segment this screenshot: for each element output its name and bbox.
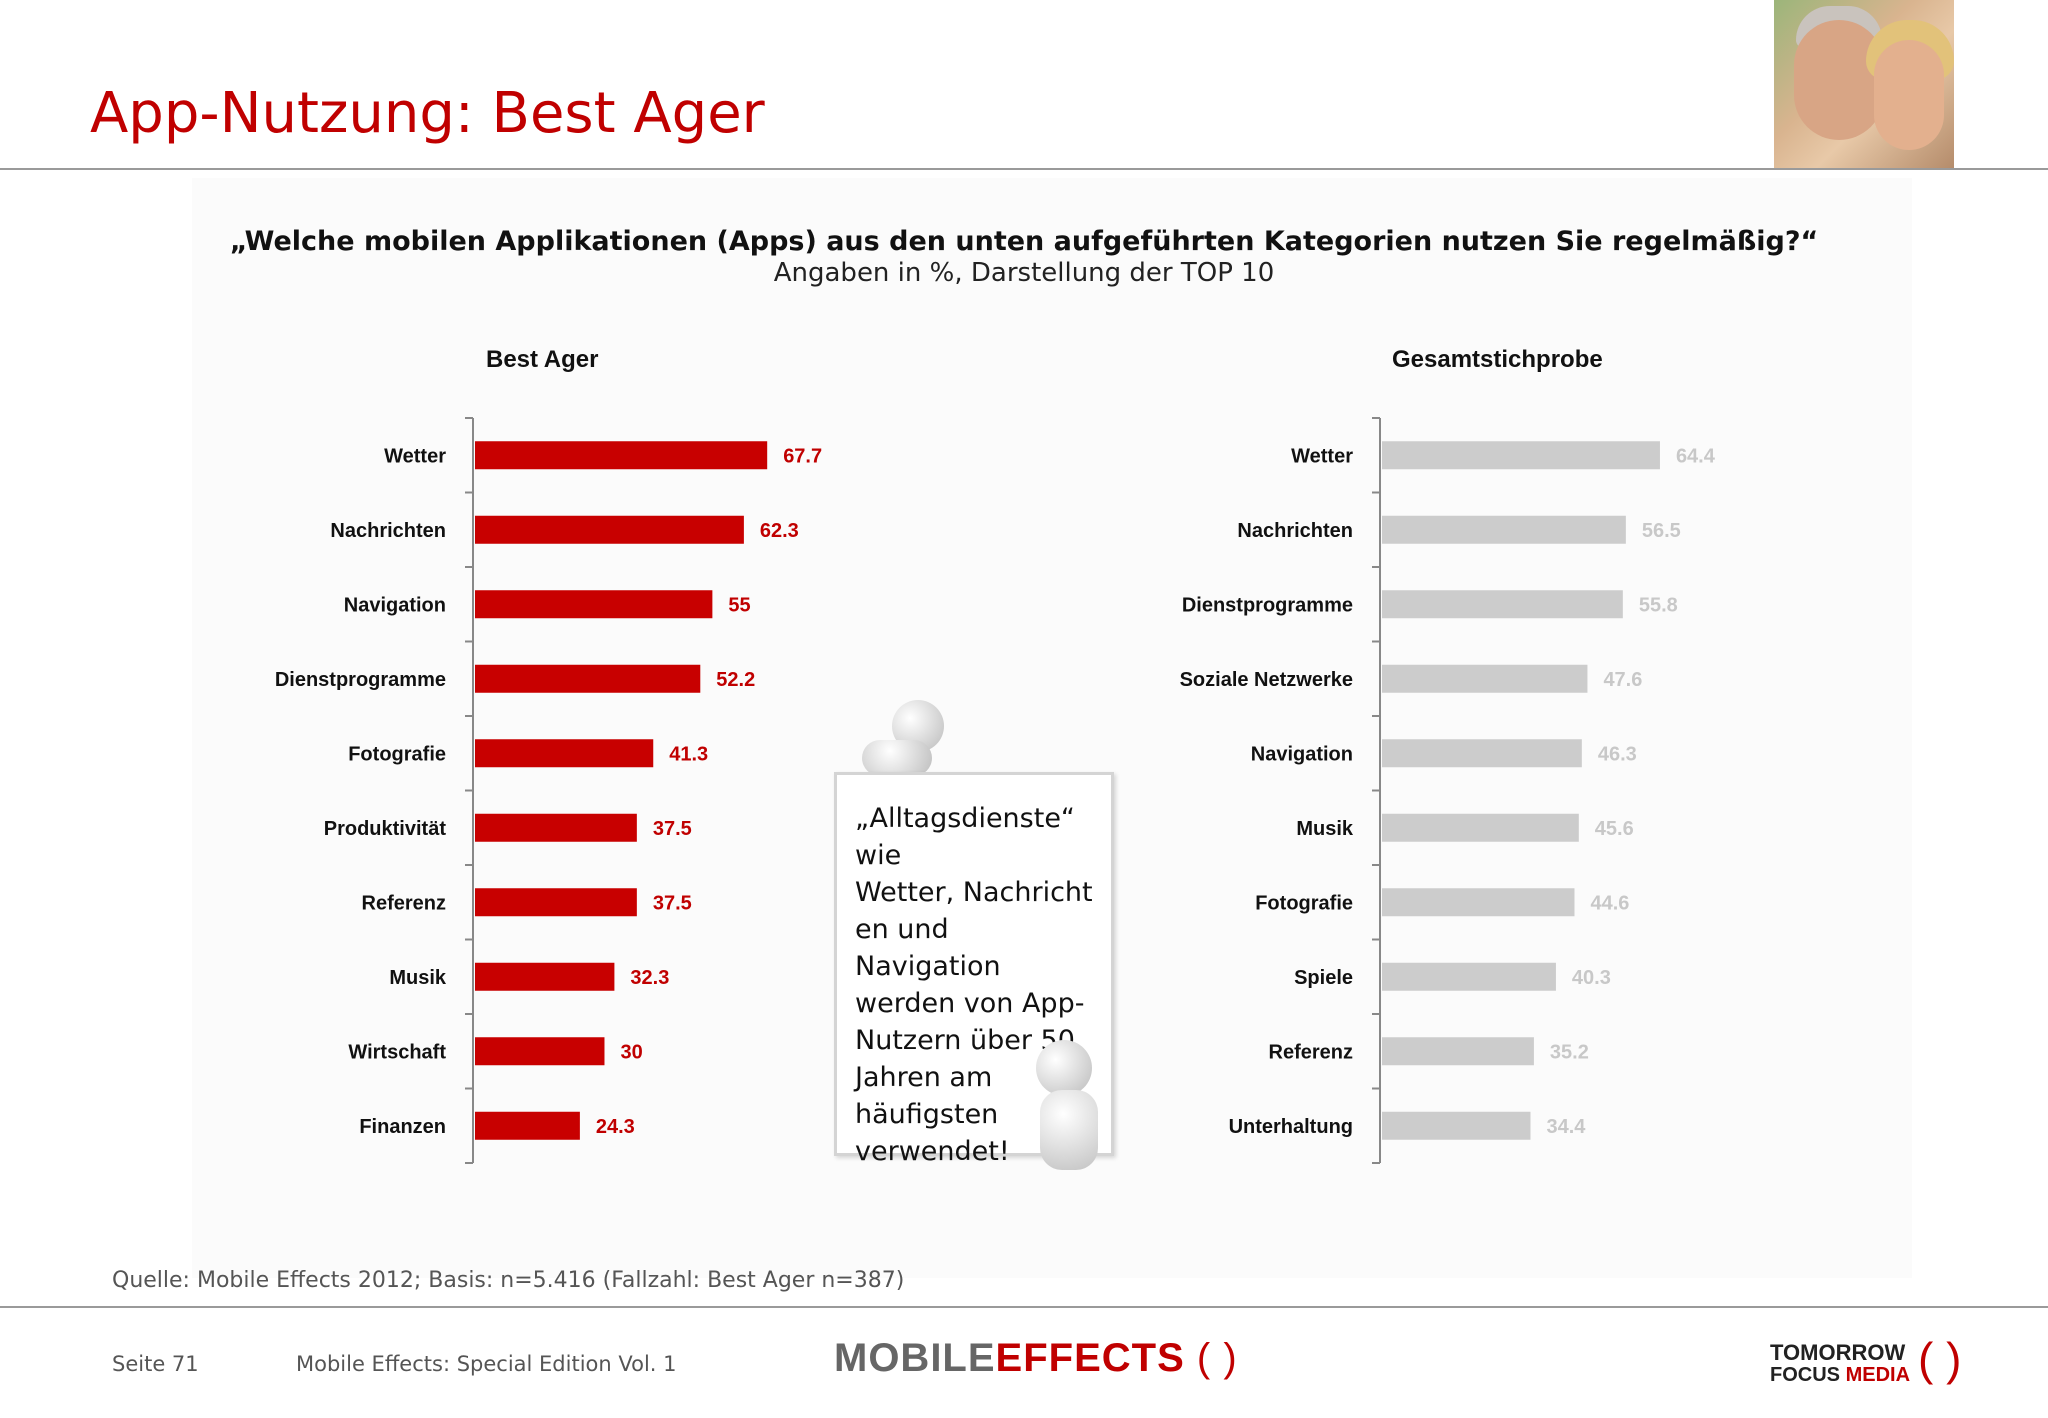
- category-label-best-ager: Fotografie: [348, 743, 446, 765]
- bar-best-ager: [475, 1037, 605, 1066]
- value-label-best-ager: 41.3: [669, 743, 708, 765]
- bar-total: [1382, 664, 1588, 693]
- category-label-total: Unterhaltung: [1229, 1116, 1353, 1138]
- bar-total: [1382, 515, 1626, 544]
- figure2-body-icon: [1040, 1090, 1098, 1170]
- category-label-total: Nachrichten: [1237, 520, 1353, 542]
- category-label-total: Soziale Netzwerke: [1180, 669, 1353, 691]
- survey-question: „Welche mobilen Applikationen (Apps) aus…: [229, 226, 1819, 257]
- category-label-best-ager: Produktivität: [324, 818, 447, 840]
- header-divider: [0, 168, 2048, 170]
- figure-body-icon: [862, 740, 932, 776]
- value-label-best-ager: 32.3: [630, 967, 669, 989]
- chart-title-total-sample: Gesamtstichprobe: [1392, 346, 1603, 373]
- logo-tfm-media: MEDIA: [1845, 1364, 1911, 1386]
- category-label-best-ager: Wetter: [384, 445, 446, 467]
- logo-paren-icon: ( ): [1196, 1336, 1238, 1380]
- bar-best-ager: [475, 664, 701, 693]
- value-label-best-ager: 37.5: [653, 892, 692, 914]
- category-label-total: Fotografie: [1255, 892, 1353, 914]
- photo-face-man: [1794, 20, 1884, 140]
- tomorrow-focus-media-logo: TOMORROW FOCUS MEDIA: [1770, 1340, 1910, 1387]
- category-label-total: Spiele: [1294, 967, 1353, 989]
- bar-total: [1382, 1037, 1534, 1066]
- page-title: App-Nutzung: Best Ager: [90, 81, 765, 146]
- page-number: Seite 71: [112, 1352, 199, 1376]
- value-label-total: 40.3: [1572, 967, 1611, 989]
- bar-total: [1382, 590, 1623, 619]
- category-label-total: Musik: [1296, 818, 1354, 840]
- value-label-total: 44.6: [1590, 892, 1629, 914]
- bar-best-ager: [475, 739, 654, 768]
- value-label-best-ager: 30: [620, 1041, 642, 1063]
- category-label-best-ager: Navigation: [344, 594, 446, 616]
- value-label-total: 46.3: [1598, 743, 1637, 765]
- source-note: Quelle: Mobile Effects 2012; Basis: n=5.…: [112, 1268, 905, 1293]
- bar-best-ager: [475, 590, 713, 619]
- value-label-total: 35.2: [1550, 1041, 1589, 1063]
- logo-tfm-focus: FOCUS: [1770, 1364, 1840, 1386]
- bar-best-ager: [475, 515, 744, 544]
- bar-best-ager: [475, 1111, 580, 1140]
- value-label-total: 34.4: [1546, 1116, 1586, 1138]
- chart-title-best-ager: Best Ager: [486, 346, 599, 373]
- value-label-best-ager: 55: [728, 594, 750, 616]
- value-label-total: 45.6: [1595, 818, 1634, 840]
- footer-divider: [0, 1306, 2048, 1308]
- value-label-total: 47.6: [1603, 669, 1642, 691]
- footer-title: Mobile Effects: Special Edition Vol. 1: [296, 1352, 677, 1376]
- bar-total: [1382, 1111, 1531, 1140]
- category-label-best-ager: Nachrichten: [330, 520, 446, 542]
- bar-best-ager: [475, 888, 637, 917]
- survey-subtitle: Angaben in %, Darstellung der TOP 10: [773, 258, 1275, 288]
- logo-word-mobile: MOBILE: [834, 1336, 996, 1380]
- category-label-best-ager: Dienstprogramme: [275, 669, 446, 691]
- bar-total: [1382, 888, 1575, 917]
- category-label-total: Referenz: [1269, 1041, 1353, 1063]
- value-label-total: 64.4: [1676, 445, 1716, 467]
- bar-total: [1382, 962, 1556, 991]
- mobile-effects-logo: MOBILEEFFECTS ( ): [834, 1338, 1238, 1378]
- value-label-best-ager: 62.3: [760, 520, 799, 542]
- value-label-best-ager: 24.3: [596, 1116, 635, 1138]
- bar-best-ager: [475, 962, 615, 991]
- category-label-best-ager: Wirtschaft: [348, 1041, 446, 1063]
- value-label-total: 56.5: [1642, 520, 1681, 542]
- couple-photo: [1774, 0, 1954, 170]
- logo-word-effects: EFFECTS: [995, 1336, 1185, 1380]
- category-label-best-ager: Referenz: [362, 892, 446, 914]
- bar-total: [1382, 739, 1582, 768]
- category-label-best-ager: Finanzen: [359, 1116, 446, 1138]
- value-label-best-ager: 52.2: [716, 669, 755, 691]
- logo-tfm-line1: TOMORROW: [1770, 1340, 1906, 1365]
- category-label-total: Navigation: [1251, 743, 1353, 765]
- bar-best-ager: [475, 441, 768, 470]
- bar-total: [1382, 813, 1579, 842]
- category-label-best-ager: Musik: [389, 967, 447, 989]
- category-label-total: Wetter: [1291, 445, 1353, 467]
- logo-tfm-paren-icon: ( ): [1918, 1333, 1962, 1385]
- value-label-best-ager: 37.5: [653, 818, 692, 840]
- logo-tfm-line2: FOCUS MEDIA: [1770, 1364, 1910, 1386]
- bar-best-ager: [475, 813, 637, 842]
- value-label-total: 55.8: [1639, 594, 1678, 616]
- bar-total: [1382, 441, 1660, 470]
- category-label-total: Dienstprogramme: [1182, 594, 1353, 616]
- value-label-best-ager: 67.7: [783, 445, 822, 467]
- photo-face-woman: [1874, 40, 1944, 150]
- figure2-head-icon: [1036, 1040, 1092, 1096]
